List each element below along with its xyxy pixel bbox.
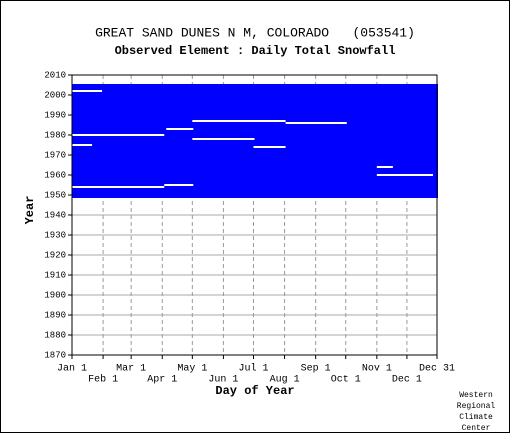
- y-tick-label: 1930: [44, 230, 66, 240]
- missing-gap: [376, 166, 393, 168]
- x-tick-label: Oct 1: [331, 375, 361, 386]
- missing-gap: [285, 122, 347, 124]
- missing-gap: [192, 138, 255, 140]
- missing-gap: [72, 144, 93, 146]
- missing-gap: [192, 120, 286, 122]
- y-tick-label: 1880: [44, 330, 66, 340]
- missing-gap: [376, 174, 433, 176]
- credit: Center: [462, 424, 491, 433]
- missing-gap: [72, 134, 165, 136]
- missing-gap: [166, 128, 194, 130]
- x-tick-label: Dec 1: [392, 375, 422, 386]
- x-tick-label: May 1: [177, 364, 207, 375]
- chart-title: GREAT SAND DUNES N M, COLORADO (053541): [95, 25, 415, 40]
- y-tick-label: 1900: [44, 290, 66, 300]
- x-tick-label: Sep 1: [301, 364, 331, 375]
- credit: Regional: [457, 402, 496, 411]
- y-tick-label: 1940: [44, 210, 66, 220]
- credit: Western: [459, 391, 493, 400]
- missing-gap: [72, 90, 103, 92]
- y-tick-label: 1950: [44, 190, 66, 200]
- x-tick-label: Apr 1: [147, 375, 177, 386]
- x-tick-label: Mar 1: [116, 364, 146, 375]
- y-axis-label: Year: [23, 196, 37, 225]
- x-tick-label: Aug 1: [270, 375, 300, 386]
- credit: Climate: [459, 413, 493, 422]
- missing-gap: [253, 146, 286, 148]
- chart-subtitle: Observed Element : Daily Total Snowfall: [115, 44, 396, 58]
- y-tick-label: 1910: [44, 270, 66, 280]
- x-tick-label: Feb 1: [88, 374, 118, 386]
- y-tick-label: 1870: [44, 350, 66, 360]
- y-tick-label: 1960: [44, 170, 66, 180]
- y-tick-label: 2000: [44, 90, 66, 100]
- x-tick-label: Jul 1: [238, 363, 268, 375]
- y-tick-label: 1920: [44, 250, 66, 260]
- y-tick-label: 1990: [44, 110, 66, 120]
- y-tick-label: 1970: [44, 150, 66, 160]
- y-tick-label: 2010: [44, 70, 66, 80]
- x-tick-label: Jun 1: [208, 375, 238, 386]
- data-block: [72, 84, 438, 198]
- missing-gap: [72, 186, 165, 188]
- y-tick-label: 1980: [44, 130, 66, 140]
- y-tick-label: 1890: [44, 310, 66, 320]
- x-axis-label: Day of Year: [215, 384, 294, 398]
- missing-gap: [164, 184, 194, 186]
- x-tick-label: Jan 1: [57, 364, 87, 375]
- x-tick-label: Dec 31: [419, 364, 455, 375]
- x-tick-label: Nov 1: [362, 364, 392, 375]
